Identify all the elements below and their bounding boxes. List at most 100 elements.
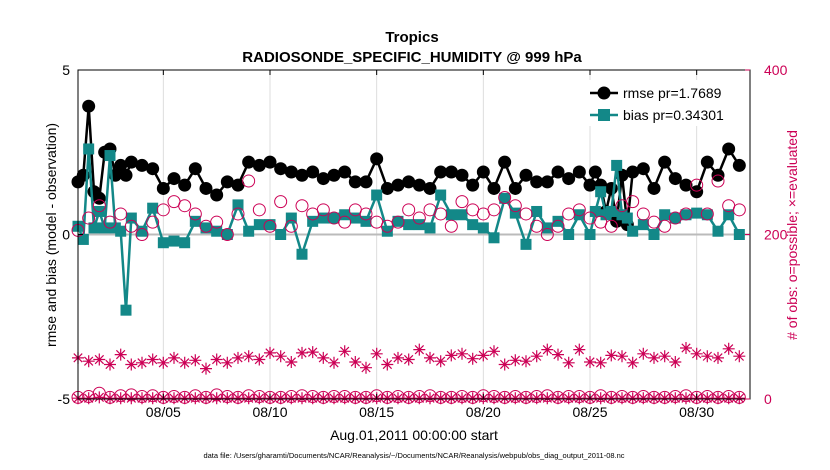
rmse-point <box>199 181 213 195</box>
obs-evaluated-point <box>168 392 180 405</box>
obs-possible-point <box>252 203 266 217</box>
bias-point <box>669 212 681 224</box>
obs-possible-point <box>359 207 373 221</box>
obs-possible-point <box>114 207 128 221</box>
obs-evaluated-point <box>317 392 330 405</box>
obs-evaluated-point <box>498 392 511 405</box>
rmse-point <box>412 178 426 192</box>
bias-point <box>403 219 415 231</box>
obs-evaluated-point <box>658 350 671 363</box>
obs-possible-point <box>284 219 298 233</box>
bias-point <box>733 229 745 240</box>
obs-evaluated-point <box>253 353 266 366</box>
y-left-tick-label: 0 <box>62 227 70 243</box>
rmse-point <box>295 168 309 182</box>
obs-evaluated-point <box>477 349 490 362</box>
obs-evaluated-point <box>466 392 479 405</box>
obs-evaluated-point <box>541 343 554 356</box>
y-right-tick-label: 400 <box>764 62 788 78</box>
obs-evaluated-point <box>104 392 116 405</box>
rmse-point <box>156 181 170 195</box>
obs-possible-point <box>156 203 170 217</box>
obs-possible-point <box>626 195 640 209</box>
x-tick-label: 08/20 <box>466 404 501 420</box>
bias-point <box>136 225 148 237</box>
obs-evaluated-point <box>93 391 106 404</box>
bias-point <box>477 222 489 234</box>
obs-evaluated-point <box>82 392 95 405</box>
bias-point <box>621 212 633 224</box>
obs-evaluated-point <box>562 356 575 369</box>
bias-point <box>499 192 511 204</box>
bias-point <box>531 205 543 217</box>
obs-evaluated-point <box>626 392 639 405</box>
obs-possible-point <box>178 199 192 213</box>
x-tick-label: 08/10 <box>252 404 287 420</box>
bias-point <box>360 215 372 227</box>
y-axis-label-left: rmse and bias (model - observation) <box>43 123 59 347</box>
obs-evaluated-point <box>168 351 180 364</box>
rmse-point <box>658 155 672 169</box>
obs-evaluated-point <box>445 349 458 362</box>
obs-evaluated-point <box>488 345 500 358</box>
obs-evaluated-point <box>445 392 458 405</box>
rmse-point <box>316 172 330 186</box>
y-right-tick-label: 0 <box>764 391 772 407</box>
obs-possible-point <box>508 199 522 213</box>
obs-evaluated-point <box>530 350 543 363</box>
x-tick-label: 08/15 <box>359 404 394 420</box>
obs-evaluated-point <box>733 350 746 363</box>
rmse-point <box>508 181 522 195</box>
obs-evaluated-point <box>178 392 191 405</box>
bias-point <box>200 222 212 234</box>
obs-evaluated-point <box>221 392 234 405</box>
rmse-point <box>636 162 650 176</box>
obs-evaluated-point <box>552 348 564 361</box>
legend-label-bias: bias pr=0.34301 <box>623 107 724 123</box>
obs-evaluated-point <box>541 392 554 405</box>
obs-evaluated-point <box>424 351 436 364</box>
obs-possible-point <box>711 174 725 188</box>
obs-evaluated-point <box>520 392 532 405</box>
obs-evaluated-point <box>509 354 522 367</box>
y-left-tick-label: 5 <box>62 62 70 78</box>
obs-evaluated-point <box>402 353 415 366</box>
x-tick-label: 08/25 <box>572 404 607 420</box>
obs-evaluated-point <box>680 342 692 354</box>
obs-evaluated-point <box>424 392 436 405</box>
bias-point <box>541 222 553 234</box>
rmse-point <box>690 185 704 199</box>
obs-possible-point <box>220 228 234 241</box>
obs-evaluated-point <box>434 392 447 405</box>
bias-point <box>691 207 703 219</box>
obs-evaluated-point <box>626 356 639 369</box>
rmse-point <box>668 172 682 186</box>
rmse-point <box>498 155 512 169</box>
bias-point <box>712 225 724 237</box>
obs-possible-point <box>444 219 458 233</box>
obs-evaluated-point <box>178 356 191 369</box>
obs-evaluated-point <box>637 392 650 405</box>
obs-evaluated-point <box>413 343 426 356</box>
obs-evaluated-point <box>232 351 244 364</box>
rmse-point <box>306 165 320 179</box>
chart-title: Tropics <box>385 29 438 46</box>
bias-point <box>120 304 132 316</box>
rmse-point <box>679 178 693 192</box>
obs-evaluated-point <box>392 392 404 405</box>
bias-point <box>115 225 127 237</box>
rmse-point <box>348 175 362 189</box>
obs-evaluated-point <box>669 356 682 368</box>
obs-evaluated-point <box>658 392 671 405</box>
obs-evaluated-point <box>552 392 564 405</box>
obs-evaluated-point <box>210 353 223 366</box>
chart-subtitle: RADIOSONDE_SPECIFIC_HUMIDITY @ 999 hPa <box>242 49 582 66</box>
x-tick-label: 08/05 <box>146 404 181 420</box>
obs-evaluated-point <box>712 351 724 364</box>
obs-evaluated-point <box>434 355 447 368</box>
rmse-point <box>327 168 341 182</box>
obs-possible-point <box>732 203 746 217</box>
obs-evaluated-point <box>157 356 170 369</box>
rmse-point <box>242 155 256 169</box>
